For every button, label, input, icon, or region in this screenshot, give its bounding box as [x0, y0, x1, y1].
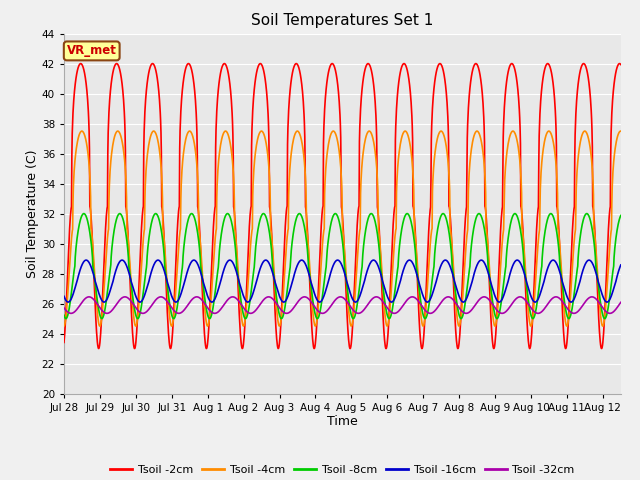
X-axis label: Time: Time — [327, 415, 358, 429]
Y-axis label: Soil Temperature (C): Soil Temperature (C) — [26, 149, 39, 278]
Legend: Tsoil -2cm, Tsoil -4cm, Tsoil -8cm, Tsoil -16cm, Tsoil -32cm: Tsoil -2cm, Tsoil -4cm, Tsoil -8cm, Tsoi… — [106, 460, 579, 479]
Text: VR_met: VR_met — [67, 44, 116, 58]
Title: Soil Temperatures Set 1: Soil Temperatures Set 1 — [252, 13, 433, 28]
